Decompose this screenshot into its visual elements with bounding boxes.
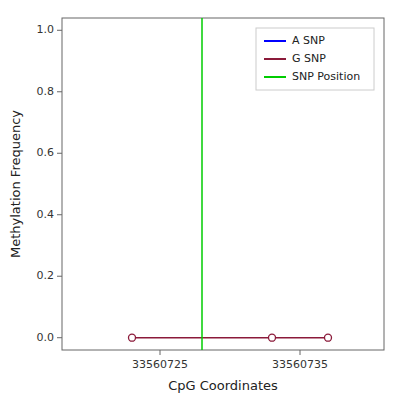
x-tick-label: 33560735 xyxy=(272,358,328,371)
legend-label: A SNP xyxy=(292,34,325,47)
y-tick xyxy=(57,153,62,154)
y-axis-label: Methylation Frequency xyxy=(8,110,23,258)
y-tick-label: 1.0 xyxy=(37,23,55,36)
legend-label: SNP Position xyxy=(292,70,360,83)
legend-swatch xyxy=(264,76,286,78)
y-tick xyxy=(57,276,62,277)
legend-box xyxy=(256,28,374,90)
y-tick xyxy=(57,214,62,215)
series-line xyxy=(132,337,328,339)
y-tick-label: 0.8 xyxy=(37,85,55,98)
point xyxy=(269,334,276,341)
legend: A SNP G SNP SNP Position xyxy=(256,28,374,90)
x-tick-label: 33560725 xyxy=(132,358,188,371)
plot-frame xyxy=(62,18,384,350)
x-tick xyxy=(160,350,161,355)
snp-position-line xyxy=(201,18,203,350)
y-tick xyxy=(57,30,62,31)
legend-label: G SNP xyxy=(292,52,326,65)
y-tick xyxy=(57,337,62,338)
chart: 0.0 0.2 0.4 0.6 0.8 1.0 33560725 33560735 CpG Co… xyxy=(0,0,400,400)
y-tick-label: 0.2 xyxy=(37,269,55,282)
point xyxy=(129,334,136,341)
y-tick xyxy=(57,91,62,92)
legend-swatch xyxy=(264,58,286,60)
point xyxy=(325,334,332,341)
y-tick-label: 0.4 xyxy=(37,208,55,221)
x-tick xyxy=(300,350,301,355)
x-axis-label: CpG Coordinates xyxy=(168,378,278,393)
y-tick-label: 0.0 xyxy=(37,331,55,344)
legend-swatch xyxy=(264,40,286,42)
y-tick-label: 0.6 xyxy=(37,146,55,159)
